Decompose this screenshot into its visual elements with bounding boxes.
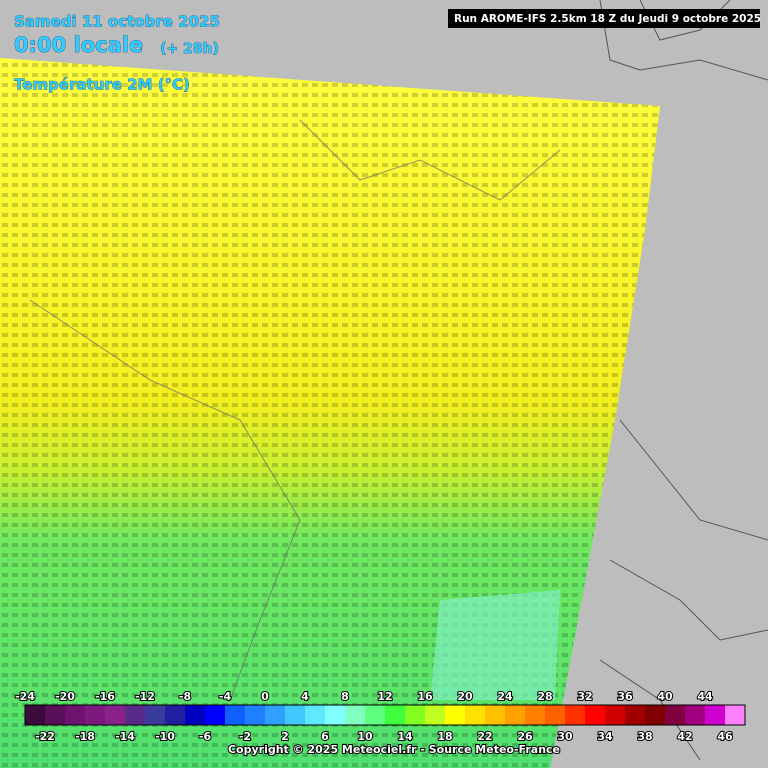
color-swatch [685, 705, 705, 725]
run: Run AROME-IFS 2.5km 18 Z du Jeudi 9 octo… [454, 13, 761, 25]
color-swatch [625, 705, 645, 725]
color-swatch [725, 705, 745, 725]
cool-area [430, 590, 560, 700]
legend-label: -12 [135, 690, 155, 703]
color-swatch [265, 705, 285, 725]
legend-label: -18 [75, 730, 95, 743]
time: 0:00 locale [14, 33, 143, 57]
color-swatch [485, 705, 505, 725]
color-swatch [45, 705, 65, 725]
legend-label: 26 [517, 730, 533, 743]
legend-label: 18 [437, 730, 452, 743]
legend-label: 36 [617, 690, 633, 703]
legend-label: 22 [477, 730, 492, 743]
color-swatch [25, 705, 45, 725]
legend-label: -24 [15, 690, 35, 703]
legend-label: -20 [55, 690, 75, 703]
legend-label: 34 [597, 730, 613, 743]
legend-label: 38 [637, 730, 652, 743]
color-swatch [425, 705, 445, 725]
legend-label: 46 [717, 730, 733, 743]
legend-label: 8 [341, 690, 349, 703]
color-swatch [345, 705, 365, 725]
color-swatch [445, 705, 465, 725]
color-swatch [65, 705, 85, 725]
coastline [29, 119, 561, 701]
legend-label: 44 [697, 690, 713, 703]
color-swatch [225, 705, 245, 725]
color-swatch [85, 705, 105, 725]
legend-label: -6 [199, 730, 212, 743]
legend-label: 16 [417, 690, 433, 703]
legend: -24 -20 -16 -12 -8 -4 0 4 8 12 16 20 24 28 32 36 40 44-22… [14, 689, 746, 744]
color-swatch [565, 705, 585, 725]
color-swatch [405, 705, 425, 725]
color-swatch [205, 705, 225, 725]
legend-label: 12 [377, 690, 392, 703]
legend-label: 10 [357, 730, 373, 743]
color-swatch [665, 705, 685, 725]
legend-label: -10 [155, 730, 175, 743]
legend-label: 28 [537, 690, 552, 703]
color-swatch [505, 705, 525, 725]
color-swatch [245, 705, 265, 725]
color-swatch [285, 705, 305, 725]
color-swatch [165, 705, 185, 725]
color-swatch [465, 705, 485, 725]
color-swatch [305, 705, 325, 725]
legend-label: 2 [281, 730, 289, 743]
legend-label: 32 [577, 690, 592, 703]
color-swatch [325, 705, 345, 725]
legend-label: 30 [557, 730, 573, 743]
legend-label: 6 [321, 730, 329, 743]
color-swatch [525, 705, 545, 725]
color-swatch [105, 705, 125, 725]
legend-label: -2 [239, 730, 251, 743]
legend-label: 4 [301, 690, 309, 703]
color-swatch [645, 705, 665, 725]
legend-label: -14 [115, 730, 135, 743]
legend-label: 24 [497, 690, 513, 703]
color-swatch [605, 705, 625, 725]
legend-label: -16 [95, 690, 115, 703]
legend-frame [24, 704, 746, 726]
legend-label: 20 [457, 690, 473, 703]
color-swatch [705, 705, 725, 725]
color-swatch [585, 705, 605, 725]
legend-label: -4 [219, 690, 232, 703]
color-swatch [145, 705, 165, 725]
legend-label: -8 [179, 690, 191, 703]
date: Samedi 11 octobre 2025 [14, 13, 220, 31]
legend-label: -22 [35, 730, 55, 743]
offset: (+ 28h) [160, 41, 219, 57]
value-texture [0, 58, 660, 768]
legend-label: 14 [397, 730, 413, 743]
legend-label: 42 [677, 730, 692, 743]
color-swatch [185, 705, 205, 725]
color-swatch [545, 705, 565, 725]
run-box [448, 9, 760, 28]
color-swatch [385, 705, 405, 725]
parameter: Température 2M (°C) [14, 76, 190, 94]
legend-label: 40 [657, 690, 673, 703]
copyright: Copyright © 2025 Meteociel.fr - Source M… [228, 743, 560, 756]
legend-label: 0 [261, 690, 269, 703]
color-swatch [365, 705, 385, 725]
color-swatch [125, 705, 145, 725]
